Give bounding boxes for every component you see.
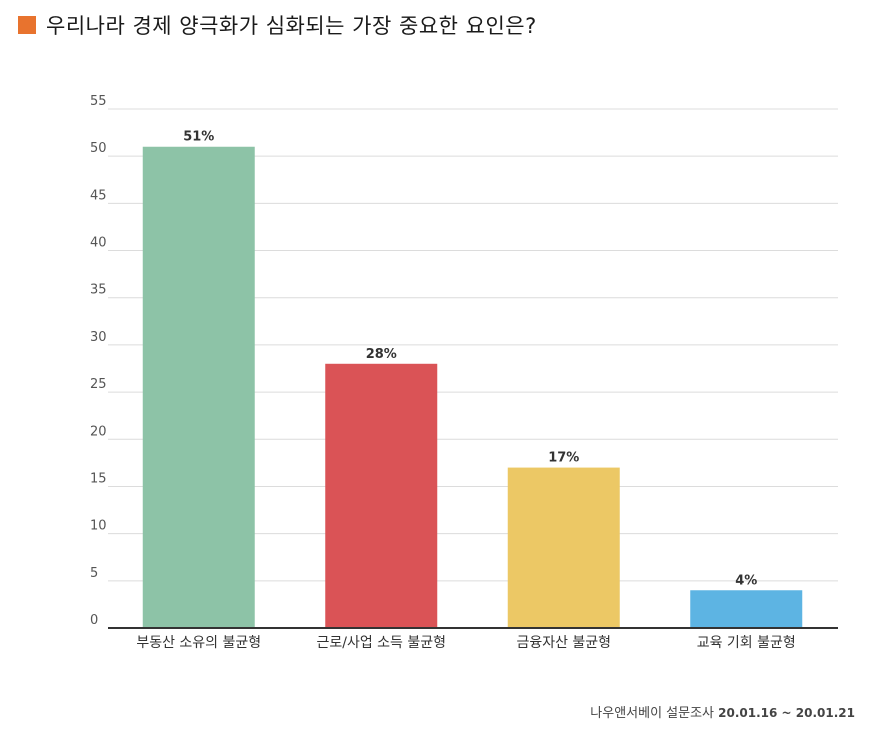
bar-4 (690, 590, 803, 628)
y-tick-label: 50 (90, 141, 107, 156)
y-tick-label: 5 (90, 566, 98, 581)
y-tick-label: 25 (90, 377, 107, 392)
bar-3 (507, 467, 620, 628)
source-note: 나우앤서베이 설문조사 20.01.16 ~ 20.01.21 (590, 702, 855, 721)
x-tick-label: 금융자산 불균형 (516, 635, 611, 651)
chart-title: 우리나라 경제 양극화가 심화되는 가장 중요한 요인은? (46, 14, 537, 38)
source-date-range: 20.01.16 ~ 20.01.21 (718, 706, 855, 720)
x-axis-labels: 부동산 소유의 불균형 근로/사업 소득 불균형 금융자산 불균형 교육 기회 불균형 (136, 635, 795, 651)
x-tick-label: 부동산 소유의 불균형 (136, 635, 261, 651)
y-tick-label: 15 (90, 471, 107, 486)
data-label: 51% (183, 130, 214, 145)
data-label: 28% (366, 347, 397, 362)
y-tick-label: 45 (90, 188, 107, 203)
y-axis-ticks: 0 5 10 15 20 25 30 35 40 45 50 55 (90, 94, 107, 628)
x-tick-label: 교육 기회 불균형 (697, 635, 796, 651)
bar-2 (325, 363, 438, 628)
bar-1 (142, 146, 255, 628)
y-tick-label: 40 (90, 236, 107, 251)
title-square-icon (18, 16, 36, 34)
y-tick-label: 35 (90, 283, 107, 298)
bars (142, 146, 803, 628)
y-tick-label: 55 (90, 94, 107, 109)
y-tick-label: 10 (90, 519, 107, 534)
y-tick-label: 30 (90, 330, 107, 345)
y-tick-label: 20 (90, 424, 107, 439)
chart-title-row: 우리나라 경제 양극화가 심화되는 가장 중요한 요인은? (18, 10, 537, 40)
source-name: 나우앤서베이 설문조사 (590, 706, 715, 721)
data-label: 17% (548, 451, 579, 466)
x-tick-label: 근로/사업 소득 불균형 (316, 635, 446, 651)
data-labels: 51% 28% 17% 4% (183, 130, 757, 589)
data-label: 4% (735, 573, 757, 588)
y-tick-label: 0 (90, 613, 98, 628)
